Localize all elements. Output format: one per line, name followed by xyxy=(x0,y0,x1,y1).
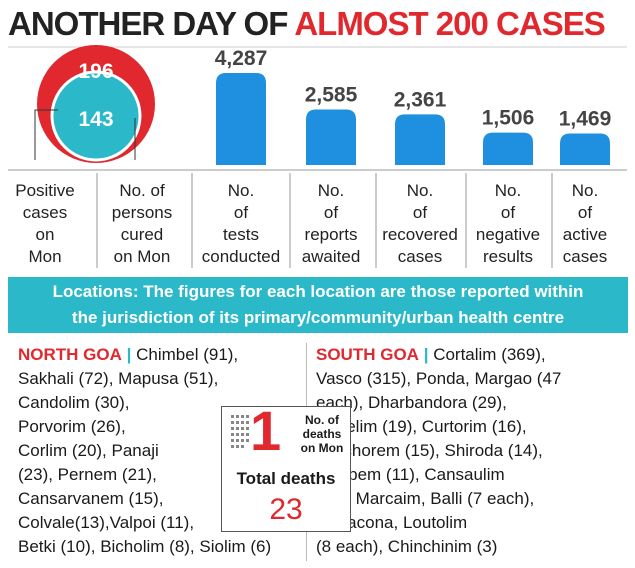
circle-category-label: on Mon xyxy=(114,247,171,266)
south-goa-line: Curchorem (15), Shiroda (14), xyxy=(316,441,543,460)
headline-part2: ALMOST 200 CASES xyxy=(294,5,605,42)
stats-chart: 196 143 Positive cases on Mon No. of persons cur… xyxy=(8,45,627,268)
bar xyxy=(395,114,445,165)
bar-category-label: No. xyxy=(228,181,254,200)
deaths-label-line: No. of xyxy=(305,413,339,427)
bar-category-label: No. xyxy=(495,181,521,200)
cured-value: 143 xyxy=(78,108,113,131)
headline-part1: ANOTHER DAY OF xyxy=(8,5,288,42)
bar-category-label: of xyxy=(234,203,248,222)
bar-value-label: 1,469 xyxy=(559,107,612,130)
people-icon xyxy=(231,415,249,448)
bar-category-label: active xyxy=(563,225,607,244)
banner-line-2: the jurisdiction of its primary/communit… xyxy=(71,308,565,327)
south-goa-line: each), Dharbandora (29), xyxy=(316,393,507,412)
deaths-label-line: on Mon xyxy=(300,441,344,455)
north-goa-separator: | xyxy=(126,345,132,364)
north-goa-line: Candolim (30), xyxy=(18,393,130,412)
bar xyxy=(483,132,533,165)
south-goa-line: (10), Marcaim, Balli (7 each), xyxy=(316,489,535,508)
circle-category-label: cured xyxy=(121,225,164,244)
deaths-label-line: deaths xyxy=(302,427,342,441)
bar-category-label: awaited xyxy=(302,247,361,266)
bar-category-label: conducted xyxy=(202,247,280,266)
bar-category-label: No. xyxy=(407,181,433,200)
banner-line-1: Locations: The figures for each location… xyxy=(52,282,584,301)
bar-category-label: of xyxy=(578,203,592,222)
south-goa-line: Canacona, Loutolim xyxy=(316,513,468,532)
north-goa-heading: NORTH GOA xyxy=(18,345,122,364)
north-goa-line: Porvorim (26), xyxy=(18,417,126,436)
south-goa-line: SOUTH GOA | Cortalim (369), xyxy=(316,343,616,367)
north-goa-line: Corlim (20), Panaji xyxy=(18,441,159,460)
bar-category-label: of xyxy=(413,203,427,222)
locations-banner: Locations: The figures for each location… xyxy=(8,277,628,333)
south-goa-separator: | xyxy=(423,345,429,364)
north-goa-list: NORTH GOA | Chimbel (91), Sakhali (72), … xyxy=(18,343,288,559)
positive-cases-value: 196 xyxy=(78,60,113,83)
deaths-on-mon-value: 1 xyxy=(250,399,282,462)
bar-category-label: No. xyxy=(318,181,344,200)
circle-category-label: Mon xyxy=(28,247,61,266)
north-goa-line: (23), Pernem (21), xyxy=(18,465,157,484)
bar-value-label: 4,287 xyxy=(215,47,268,70)
bar-value-label: 1,506 xyxy=(482,107,535,130)
north-goa-line: Colvale(13),Valpoi (11), xyxy=(18,513,195,532)
bar-category-label: cases xyxy=(563,247,607,266)
circle-category-label: cases xyxy=(23,203,67,222)
bar-category-label: negative xyxy=(476,225,540,244)
south-goa-line: Vasco (315), Ponda, Margao (47 xyxy=(316,369,562,388)
south-goa-heading: SOUTH GOA xyxy=(316,345,419,364)
south-goa-text: Cortalim (369), xyxy=(433,345,546,364)
bar xyxy=(560,133,610,165)
south-goa-list: SOUTH GOA | Cortalim (369), Vasco (315),… xyxy=(316,343,616,559)
bar-category-label: of xyxy=(501,203,515,222)
bar-value-label: 2,585 xyxy=(305,84,358,107)
north-goa-text: Chimbel (91), xyxy=(136,345,239,364)
bar-category-label: of xyxy=(324,203,338,222)
circle-category-label: persons xyxy=(112,203,172,222)
north-goa-line: NORTH GOA | Chimbel (91), xyxy=(18,343,288,367)
north-goa-line: Betki (10), Bicholim (8), Siolim (6) xyxy=(18,537,272,556)
cured-circle xyxy=(50,70,142,162)
deaths-box: 1 No. of deaths on Mon Total deaths 23 xyxy=(221,401,351,532)
bar-category-label: recovered xyxy=(382,225,458,244)
bar-category-label: tests xyxy=(223,225,259,244)
positive-leader-line xyxy=(34,109,58,160)
bar xyxy=(306,109,356,165)
bar-category-label: reports xyxy=(305,225,358,244)
circle-category-label: on xyxy=(36,225,55,244)
total-deaths-label: Total deaths xyxy=(236,469,336,488)
north-goa-line: Sakhali (72), Mapusa (51), xyxy=(18,369,219,388)
bar-category-label: No. xyxy=(572,181,598,200)
circle-category-label: No. of xyxy=(119,181,165,200)
bar xyxy=(216,73,266,165)
south-goa-line: Navelim (19), Curtorim (16), xyxy=(316,417,527,436)
south-goa-line: Quepem (11), Cansaulim xyxy=(316,465,505,484)
bar-category-label: cases xyxy=(398,247,442,266)
headline: ANOTHER DAY OF ALMOST 200 CASES xyxy=(8,2,628,46)
deaths-on-mon-label: No. of deaths on Mon xyxy=(294,413,350,455)
total-deaths-value: 23 xyxy=(269,493,303,526)
bar-category-label: results xyxy=(483,247,533,266)
north-goa-line: Cansarvanem (15), xyxy=(18,489,164,508)
south-goa-line: (8 each), Chinchinim (3) xyxy=(316,537,498,556)
bar-value-label: 2,361 xyxy=(394,88,447,111)
circle-category-label: Positive xyxy=(15,181,75,200)
